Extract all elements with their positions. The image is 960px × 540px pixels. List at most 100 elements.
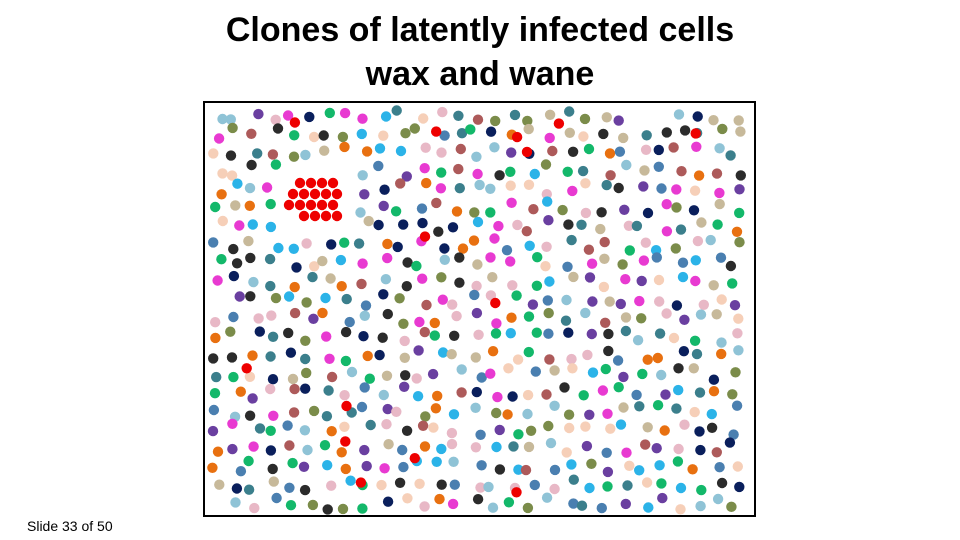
cell-dot [729,300,741,311]
cell-dot [563,219,574,230]
cell-dot [562,166,573,177]
cell-dot [694,387,706,398]
cell-dot [412,391,424,402]
cell-dot [568,474,579,485]
cell-dot [288,407,300,418]
cell-dot [381,419,392,430]
cell-dot [671,184,682,195]
cell-dot [409,123,420,134]
cell-dot [513,429,524,440]
cell-dot [392,241,403,253]
cell-dot [614,146,626,157]
cell-dot [214,479,225,490]
cell-dot [381,370,393,381]
cell-dot [245,252,256,264]
cell-dot [511,290,522,301]
cell-dot [696,217,707,228]
cell-dot [401,171,412,182]
cell-dot [208,237,219,248]
cell-dot [261,182,273,193]
cell-dot [209,388,221,399]
cell-dot [735,170,746,181]
cell-dot [244,410,256,421]
cell-dot [471,386,482,398]
cell-dot [309,261,320,272]
cell-dot [414,478,425,489]
cell-dot [485,252,496,263]
cell-dot [265,280,276,292]
cell-dot [731,400,743,411]
cell-dot [207,425,219,437]
cell-dot [254,326,265,337]
clone-cell-dot [309,188,321,200]
cell-dot [714,198,725,210]
cell-dot [243,455,254,467]
cell-dot [395,178,406,189]
cell-dot [605,170,616,181]
cell-dot [661,127,672,138]
cell-dot [531,327,542,338]
cell-dot [643,502,654,513]
cell-dot [529,479,540,491]
cell-dot [522,502,534,514]
cell-dot [639,165,650,176]
cell-dot [716,294,727,305]
cell-dot [340,436,351,447]
cell-dot [634,401,645,412]
cell-dot [527,299,539,310]
cell-dot [725,150,736,161]
cell-dot [399,335,410,347]
cell-dot [304,111,315,123]
cell-dot [326,426,337,437]
cell-dot [411,373,422,384]
cell-dot [265,425,276,436]
cell-dot [507,391,518,402]
cell-dot [520,464,532,476]
cell-dot [230,497,241,508]
cell-dot [735,126,746,137]
cell-dot [341,400,352,412]
cell-dot [409,453,420,464]
cell-dot [402,493,413,504]
cell-dot [549,483,560,495]
cell-dot [547,145,558,157]
cell-dot [231,483,243,494]
cell-dot [267,374,279,385]
cell-dot [512,219,523,231]
cell-dot [210,201,221,213]
cell-dot [300,353,311,365]
cell-dot [362,350,373,362]
cell-dot [265,198,276,210]
cell-dot [696,484,707,496]
cell-dot [705,234,716,246]
cell-dot [268,476,279,487]
cell-dot [672,456,684,467]
cell-dot [301,297,312,308]
cell-dot [419,326,430,338]
cell-dot [605,423,616,434]
cell-dot [487,346,499,357]
clone-cell-dot [331,210,343,222]
cell-dot [653,161,664,172]
cell-dot [544,276,555,287]
cell-dot [212,446,224,457]
cell-dot [494,424,505,436]
cell-dot [248,276,259,288]
cell-dot [734,237,745,248]
cell-dot [353,238,365,249]
cell-dot [317,307,328,319]
cell-dot [436,443,447,455]
cell-dot [436,272,447,283]
cell-dot [586,258,598,269]
cell-dot [603,345,614,357]
cell-dot [543,307,554,319]
cell-dot [654,460,665,471]
cell-dot [394,477,406,488]
cell-dot [472,114,484,125]
cell-dot [437,294,448,305]
cell-dot [225,150,237,161]
cell-dot [578,131,589,142]
cell-dot [470,442,482,453]
cell-dot [399,381,410,392]
cell-dot [576,219,587,230]
